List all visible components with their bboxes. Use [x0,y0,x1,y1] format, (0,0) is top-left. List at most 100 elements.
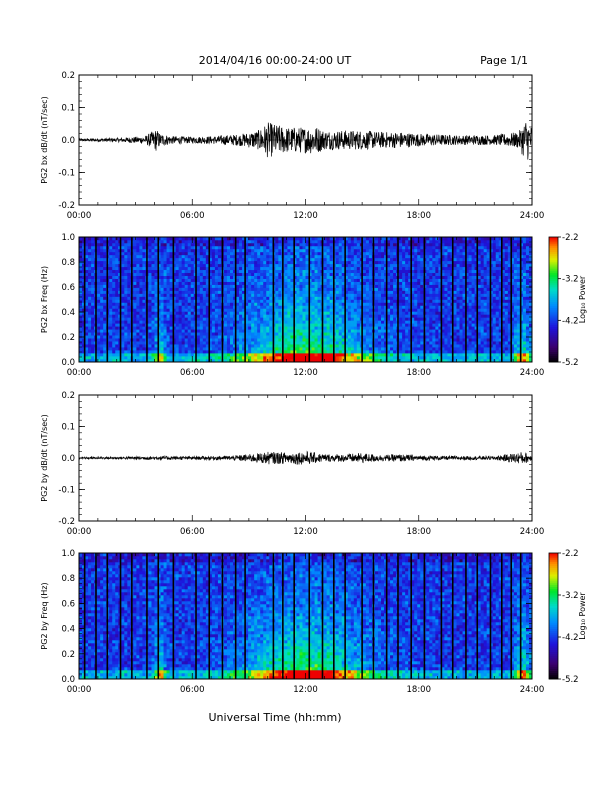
spectrogram-cell [166,323,170,327]
spectrogram-cell [226,347,231,351]
spectrogram-cell [112,257,116,262]
spectrogram-cell [408,251,412,256]
spectrogram-cell [181,269,185,274]
spectrogram-cell [172,299,176,303]
spectrogram-cell [166,341,170,345]
spectrogram-cell [278,275,282,279]
spectrogram-cell [205,341,210,345]
spectrogram-cell [260,278,264,282]
spectrogram-cell [124,257,128,262]
spectrogram-cell [202,287,207,291]
spectrogram-cell [426,335,430,339]
spectrogram-cell [296,248,300,253]
spectrogram-cell [411,359,415,363]
spectrogram-cell [190,272,195,276]
spectrogram-cell [408,257,412,262]
spectrogram-cell [214,269,219,274]
spectrogram-cell [115,275,119,279]
spectrogram-cell [426,245,430,250]
spectrogram-cell [112,350,116,354]
spectrogram-cell [305,284,309,288]
spectrogram-cell [257,341,261,345]
spectrogram-cell [405,326,409,330]
spectrogram-cell [211,302,216,306]
spectrogram-cell [362,248,367,253]
spectrogram-cell [157,356,161,360]
spectrogram-cell [317,311,321,315]
spectrogram-cell [365,251,370,256]
spectrogram-cell [326,347,330,351]
spectrogram-cell [305,317,309,321]
spectrogram-cell [97,260,101,265]
spectrogram-cell [311,284,315,288]
spectrogram-cell [157,335,161,339]
spectrogram-cell [353,314,358,318]
spectrogram-cell [308,263,312,268]
spectrogram-cell [172,266,176,271]
spectrogram-cell [420,350,424,354]
spectrogram-cell [172,296,176,300]
spectrogram-cell [115,287,119,291]
spectrogram-cell [199,263,204,268]
spectrogram-cell [239,263,243,268]
spectrogram-cell [393,308,397,312]
spectrogram-cell [245,251,249,256]
spectrogram-cell [302,347,306,351]
spectrogram-cell [414,287,418,291]
spectrogram-cell [160,278,164,282]
spectrogram-cell [169,353,173,357]
spectrogram-cell [417,263,421,268]
spectrogram-cell [91,338,95,342]
spectrogram-cell [390,290,394,294]
spectrogram-cell [214,311,219,315]
spectrogram-cell [408,305,412,309]
spectrogram-cell [85,266,89,271]
spectrogram-cell [236,359,240,363]
spectrogram-cell [100,242,104,247]
spectrogram-cell [335,302,340,306]
spectrogram-cell [184,290,189,294]
spectrogram-cell [417,341,421,345]
spectrogram-cell [365,281,370,285]
spectrogram-cell [233,272,237,276]
spectrogram-cell [426,263,430,268]
spectrogram-cell [338,299,343,303]
spectrogram-cell [356,272,361,276]
spectrogram-cell [344,293,349,297]
spectrogram-cell [368,237,373,241]
spectrogram-cell [208,284,213,288]
spectrogram-cell [148,284,152,288]
spectrogram-cell [287,329,291,333]
spectrogram-cell [151,293,155,297]
spectrogram-cell [208,290,213,294]
spectrogram-cell [269,350,273,354]
spectrogram-cell [381,257,385,262]
spectrogram-cell [115,257,119,262]
spectrogram-cell [393,263,397,268]
spectrogram-cell [148,341,152,345]
spectrogram-cell [260,248,264,253]
spectrogram-cell [314,239,318,244]
spectrogram-cell [151,356,155,360]
spectrogram-cell [97,251,101,256]
spectrogram-cell [293,263,297,268]
spectrogram-cell [368,356,373,360]
spectrogram-cell [223,272,228,276]
spectrogram-cell [302,299,306,303]
spectrogram-cell [302,278,306,282]
spectrogram-cell [344,278,349,282]
spectrogram-cell [127,314,131,318]
spectrogram-cell [103,296,107,300]
spectrogram-cell [275,326,279,330]
spectrogram-cell [79,332,83,336]
spectrogram-cell [326,272,330,276]
spectrogram-cell [414,284,418,288]
spectrogram-cell [236,245,240,250]
spectrogram-cell [338,254,343,259]
spectrogram-cell [368,347,373,351]
spectrogram-cell [411,296,415,300]
spectrogram-cell [305,251,309,256]
spectrogram-cell [269,239,273,244]
spectrogram-cell [112,311,116,315]
spectrogram-cell [85,281,89,285]
